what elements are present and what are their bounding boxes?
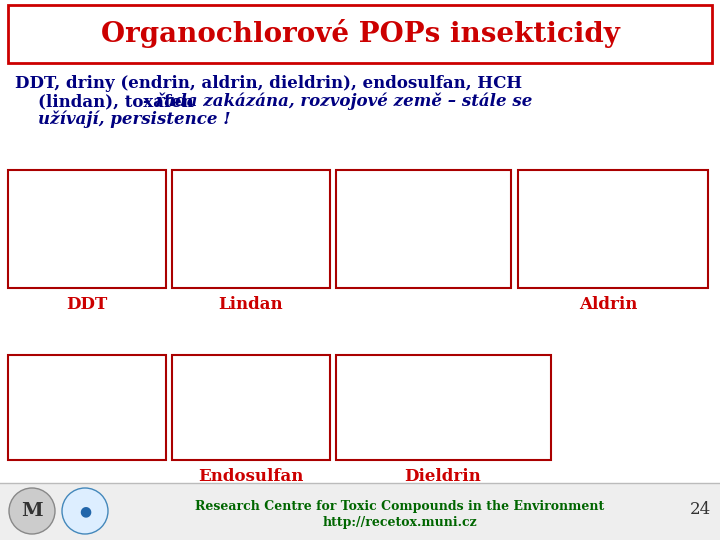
Text: DDT: DDT <box>66 296 107 313</box>
Bar <box>336 170 511 288</box>
Text: Lindan: Lindan <box>219 296 283 313</box>
Bar <box>0 483 720 540</box>
Text: - řada zakázána, rozvojové země – stále se: - řada zakázána, rozvojové země – stále … <box>143 93 532 111</box>
Bar <box>172 355 330 460</box>
Bar <box>172 170 330 288</box>
Text: ●: ● <box>79 504 91 518</box>
Text: užívají, persistence !: užívají, persistence ! <box>15 111 230 129</box>
Bar <box>8 170 166 288</box>
Text: DDT, driny (endrin, aldrin, dieldrin), endosulfan, HCH: DDT, driny (endrin, aldrin, dieldrin), e… <box>15 75 522 92</box>
Circle shape <box>9 488 55 534</box>
Text: Organochlorové POPs insekticidy: Organochlorové POPs insekticidy <box>101 19 619 49</box>
Bar <box>336 355 551 460</box>
Text: Aldrin: Aldrin <box>579 296 637 313</box>
Text: (lindan), toxafen: (lindan), toxafen <box>15 93 199 110</box>
Text: Dieldrin: Dieldrin <box>405 468 482 485</box>
Text: M: M <box>21 502 42 520</box>
Bar <box>8 5 712 63</box>
Bar <box>8 355 166 460</box>
Text: Endosulfan: Endosulfan <box>198 468 304 485</box>
Text: http://recetox.muni.cz: http://recetox.muni.cz <box>323 516 477 529</box>
Bar <box>518 170 708 288</box>
Text: 24: 24 <box>689 502 711 518</box>
Text: Research Centre for Toxic Compounds in the Environment: Research Centre for Toxic Compounds in t… <box>195 500 605 513</box>
Circle shape <box>62 488 108 534</box>
